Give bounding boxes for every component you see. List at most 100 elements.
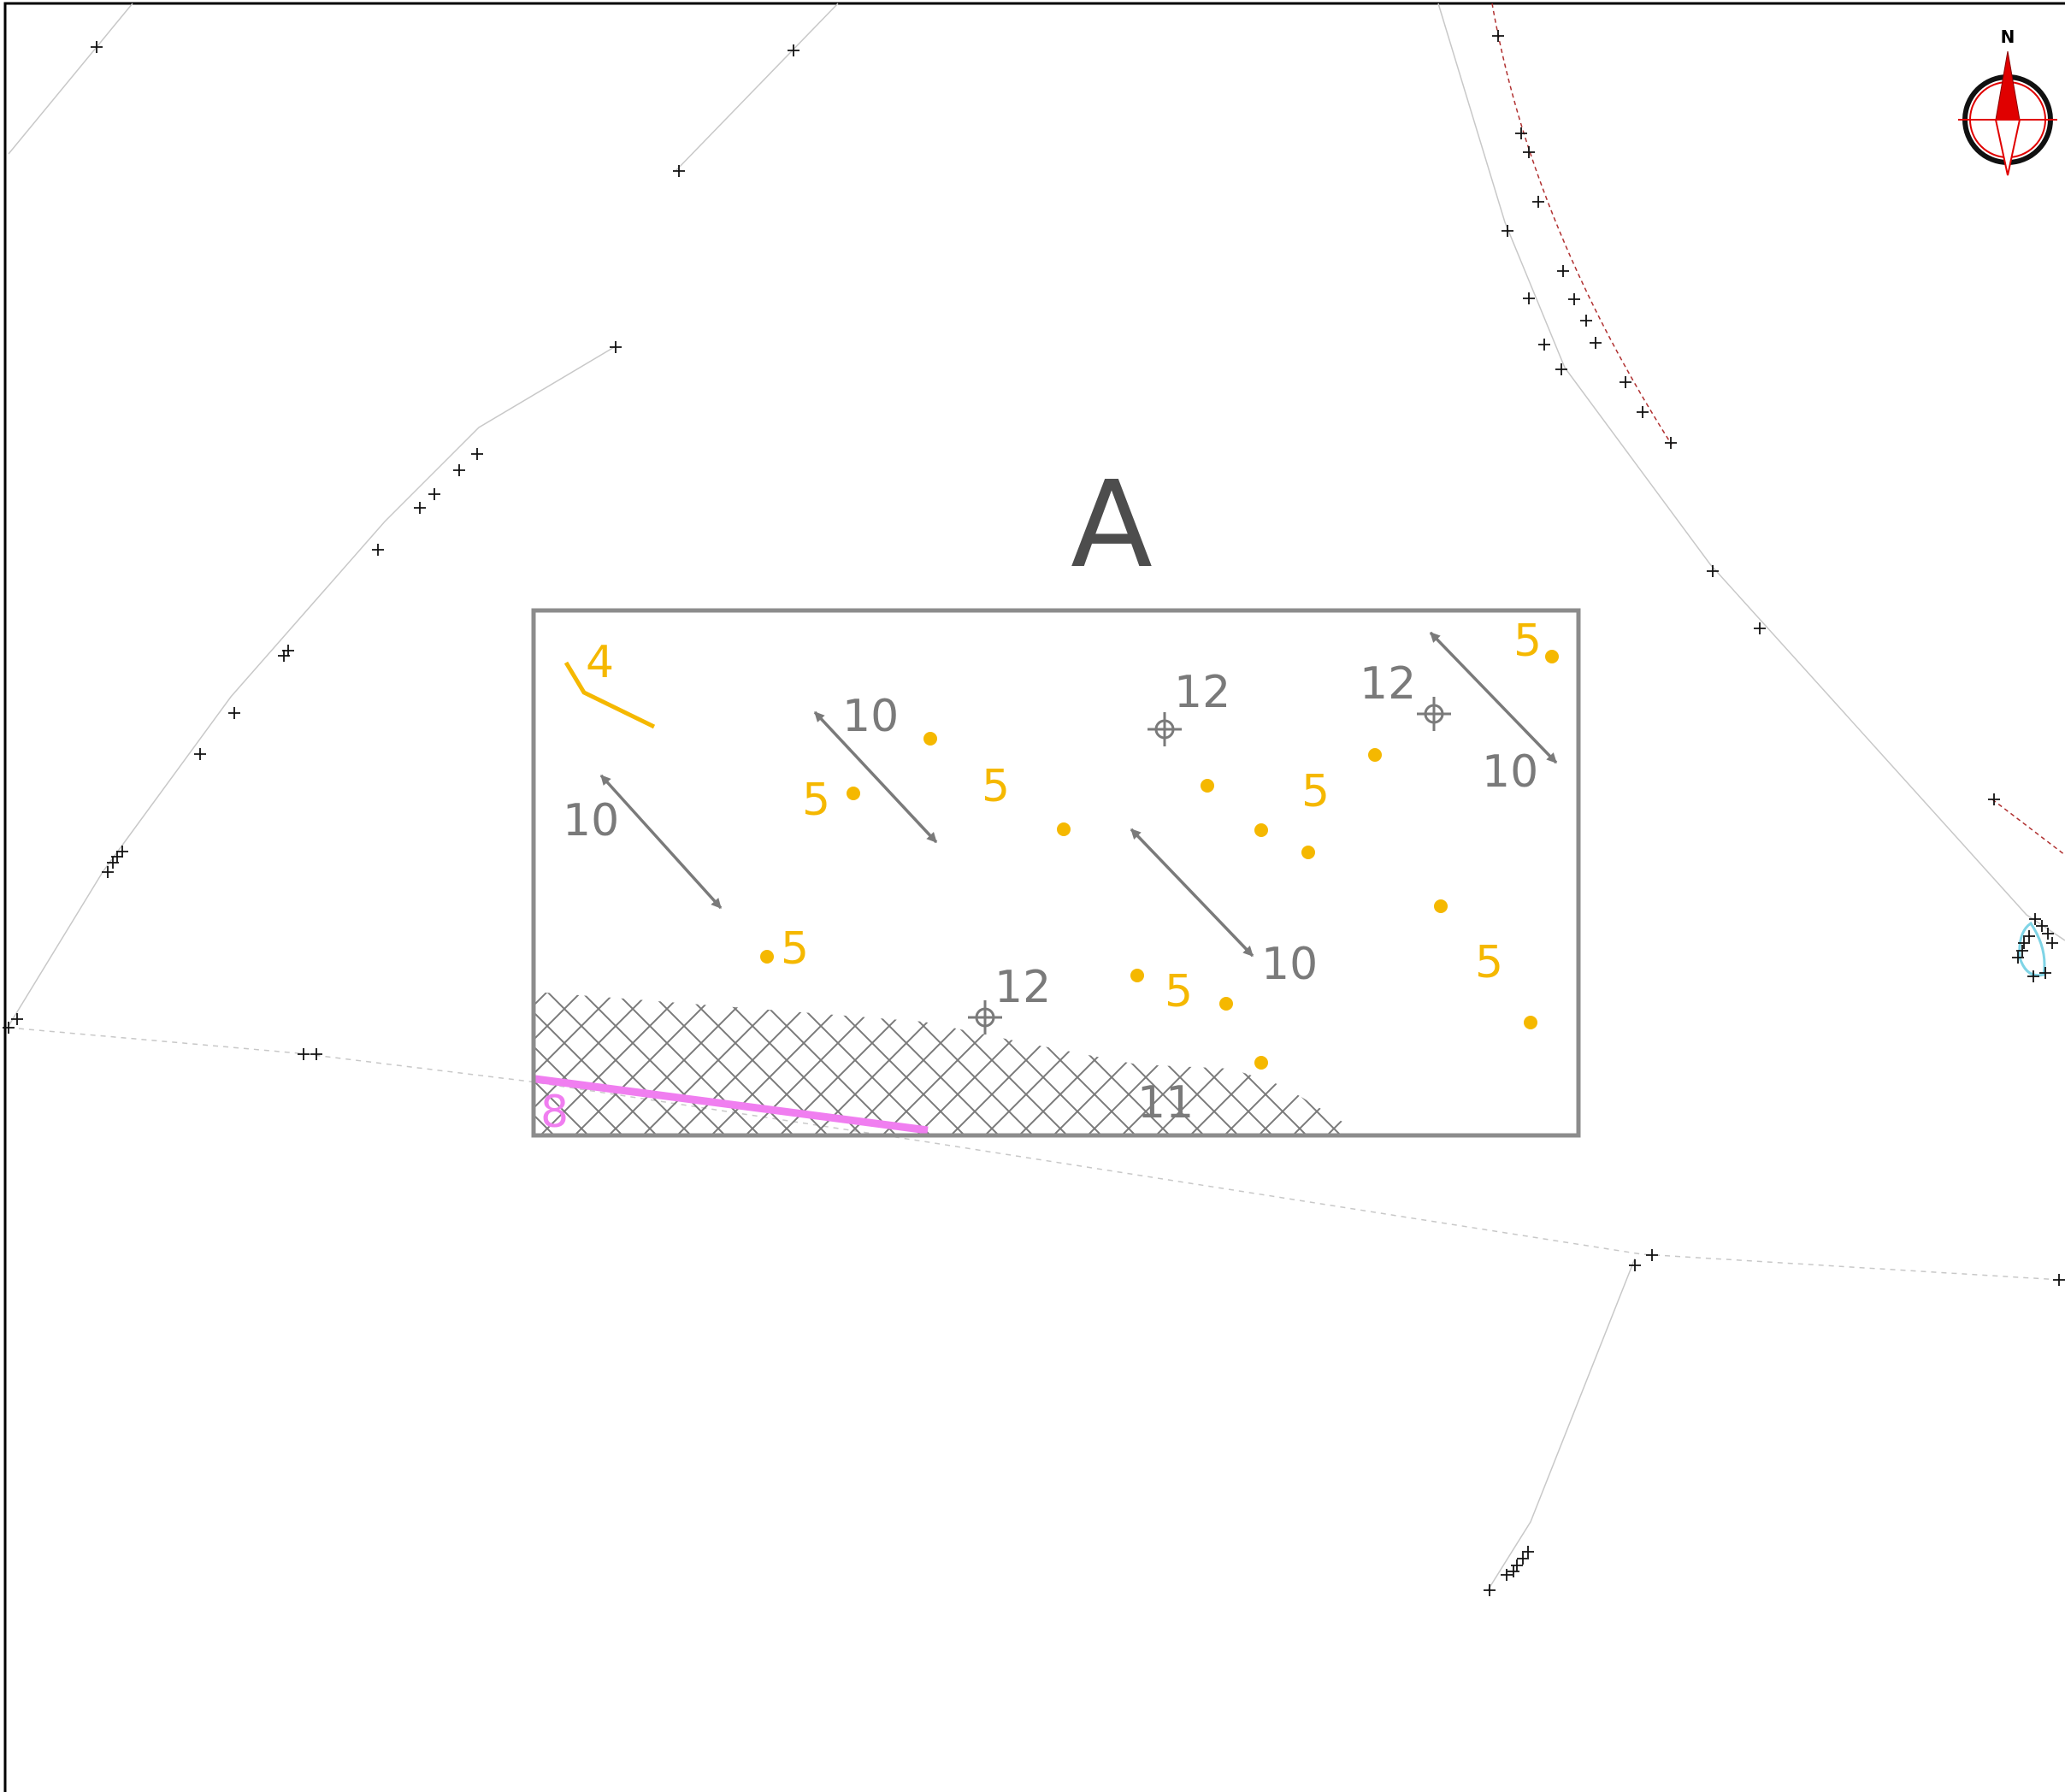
label-orange-points: 5 bbox=[1301, 766, 1330, 817]
survey-cross bbox=[194, 748, 206, 760]
orange-points bbox=[760, 650, 1559, 1070]
survey-cross bbox=[2027, 970, 2039, 982]
map-title: A bbox=[1071, 456, 1153, 595]
legend-numbers: 4 5 5 5 5 5 5 5 10 10 10 10 12 12 12 11 … bbox=[540, 616, 1542, 1138]
survey-crosses bbox=[3, 30, 2065, 1596]
label-orange-points: 5 bbox=[982, 761, 1010, 812]
survey-cross bbox=[1646, 1249, 1658, 1261]
crosshair-symbol bbox=[1148, 712, 1182, 746]
label-arrows: 10 bbox=[563, 795, 619, 846]
label-crosshair-points: 12 bbox=[1360, 658, 1416, 710]
survey-cross bbox=[610, 341, 622, 353]
survey-cross bbox=[102, 866, 114, 878]
orange-point bbox=[1545, 650, 1559, 663]
label-orange-line: 4 bbox=[586, 637, 614, 688]
survey-cross bbox=[278, 650, 290, 662]
label-arrows: 10 bbox=[842, 691, 899, 742]
orange-point bbox=[847, 787, 860, 800]
crosshair-symbols bbox=[968, 697, 1451, 1035]
orange-point bbox=[1434, 899, 1448, 913]
orange-point bbox=[1201, 779, 1214, 793]
survey-cross bbox=[1665, 437, 1677, 449]
survey-cross bbox=[1754, 622, 1766, 634]
orange-point bbox=[1130, 969, 1144, 982]
survey-cross bbox=[2042, 928, 2054, 940]
double-arrow bbox=[813, 710, 938, 844]
survey-cross bbox=[1629, 1259, 1641, 1271]
arrow-group bbox=[599, 631, 1558, 958]
label-arrows: 10 bbox=[1261, 939, 1318, 990]
survey-cross bbox=[116, 846, 128, 858]
orange-point bbox=[1219, 997, 1233, 1011]
small-loop-feature bbox=[2018, 921, 2046, 977]
survey-cross bbox=[414, 502, 426, 514]
survey-cross bbox=[1637, 406, 1649, 418]
survey-cross bbox=[2036, 920, 2048, 932]
survey-cross bbox=[1988, 793, 2000, 805]
survey-cross bbox=[1568, 293, 1580, 305]
orange-line bbox=[563, 661, 656, 729]
pink-line bbox=[535, 1075, 929, 1135]
survey-cross bbox=[1523, 292, 1535, 304]
label-arrows: 10 bbox=[1482, 746, 1538, 798]
survey-cross bbox=[107, 857, 119, 869]
survey-cross bbox=[91, 41, 103, 53]
double-arrow bbox=[1130, 828, 1254, 958]
survey-cross bbox=[228, 707, 240, 719]
survey-cross bbox=[673, 165, 685, 177]
hatched-area bbox=[535, 992, 1366, 1135]
double-arrow bbox=[599, 774, 723, 910]
survey-cross bbox=[298, 1048, 310, 1060]
crosshair-symbol bbox=[968, 1000, 1002, 1035]
survey-cross bbox=[2053, 1274, 2065, 1286]
background-lines bbox=[8, 3, 2065, 1591]
label-crosshair-points: 12 bbox=[994, 962, 1051, 1013]
survey-cross bbox=[310, 1048, 322, 1060]
detail-box-border bbox=[531, 608, 1581, 1138]
survey-cross bbox=[1502, 225, 1513, 237]
orange-point bbox=[1368, 748, 1382, 762]
map-frame bbox=[3, 2, 2065, 1792]
survey-cross bbox=[2046, 937, 2058, 949]
survey-cross bbox=[1484, 1584, 1496, 1596]
orange-point bbox=[1254, 1056, 1268, 1070]
orange-point bbox=[1057, 822, 1071, 836]
label-hatched-area: 11 bbox=[1137, 1077, 1194, 1129]
survey-cross bbox=[1523, 146, 1535, 158]
orange-point bbox=[1524, 1016, 1537, 1029]
label-orange-points: 5 bbox=[781, 923, 809, 975]
survey-cross bbox=[453, 464, 465, 476]
survey-cross bbox=[2029, 913, 2041, 925]
label-pink-line: 8 bbox=[540, 1087, 569, 1138]
survey-cross bbox=[1707, 565, 1719, 577]
orange-point bbox=[1301, 846, 1315, 859]
survey-cross bbox=[1532, 196, 1544, 208]
survey-cross bbox=[1515, 127, 1527, 139]
survey-cross bbox=[1517, 1553, 1529, 1565]
orange-point bbox=[760, 950, 774, 964]
survey-cross bbox=[1580, 315, 1592, 327]
survey-cross bbox=[1522, 1546, 1534, 1558]
survey-cross bbox=[1501, 1569, 1513, 1581]
label-crosshair-points: 12 bbox=[1174, 667, 1230, 718]
survey-cross bbox=[3, 1022, 15, 1034]
survey-cross bbox=[788, 44, 799, 56]
double-arrow bbox=[1429, 631, 1558, 764]
label-orange-points: 5 bbox=[1513, 616, 1542, 667]
survey-cross bbox=[2023, 930, 2035, 942]
label-orange-points: 5 bbox=[1165, 966, 1193, 1017]
survey-cross bbox=[1557, 265, 1569, 277]
label-orange-points: 5 bbox=[1475, 937, 1503, 988]
survey-cross bbox=[2039, 967, 2051, 979]
survey-cross bbox=[2012, 952, 2024, 964]
survey-cross bbox=[1507, 1565, 1519, 1577]
survey-cross bbox=[1590, 337, 1602, 349]
detail-box: 4 5 5 5 5 5 5 5 10 10 10 10 12 12 12 11 … bbox=[531, 608, 1581, 1138]
survey-cross bbox=[372, 544, 384, 556]
survey-cross bbox=[11, 1013, 23, 1025]
north-arrow-icon: N bbox=[1958, 27, 2057, 176]
survey-cross bbox=[428, 488, 440, 500]
survey-cross bbox=[471, 448, 483, 460]
survey-cross bbox=[1538, 339, 1550, 351]
